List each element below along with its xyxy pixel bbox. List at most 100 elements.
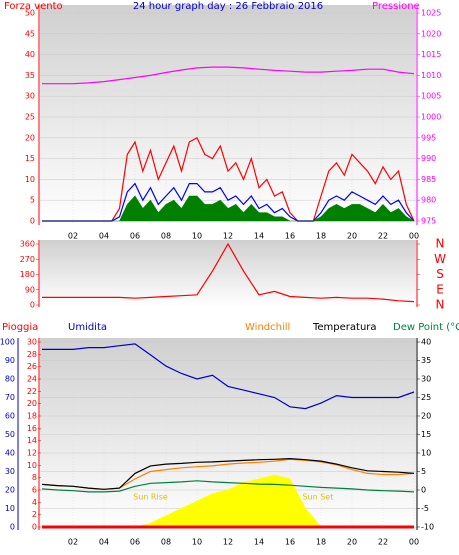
x-tick-label: 14 (254, 538, 264, 547)
y2-tick-label: 15 (421, 430, 431, 439)
y3-tick-label: 12 (27, 449, 37, 458)
y3-tick-label: 2 (32, 510, 37, 519)
line (42, 343, 415, 410)
y-tick-label: 30 (25, 92, 35, 101)
x-tick-label: 20 (347, 232, 357, 241)
y2-tick-label: E (436, 282, 444, 296)
annotation: Sun Set (302, 493, 333, 502)
x-tick-label: 16 (285, 232, 295, 241)
y-tick-label: 25 (25, 113, 35, 122)
y2-tick-label: 40 (421, 338, 431, 347)
y-tick-label: 0 (10, 523, 15, 532)
area (42, 195, 415, 222)
y-tick-label: 60 (5, 412, 15, 421)
y3-tick-label: 8 (32, 473, 37, 482)
y-tick-label: 20 (5, 486, 15, 495)
x-tick-label: 22 (378, 538, 388, 547)
x-tick-label: 14 (254, 232, 264, 241)
y-tick-label: 50 (5, 430, 15, 439)
y-tick-label: 70 (5, 393, 15, 402)
y2-tick-label: 10 (421, 449, 431, 458)
y-tick-label: 80 (5, 375, 15, 384)
y-tick-label: 90 (5, 356, 15, 365)
y3-tick-label: 22 (27, 387, 37, 396)
annotation: Sun Rise (133, 493, 168, 502)
y2-tick-label: 30 (421, 375, 431, 384)
y-tick-label: 0 (30, 217, 35, 226)
x-tick-label: 08 (161, 538, 171, 547)
x-tick-label: 04 (99, 538, 109, 547)
y-tick-label: 40 (25, 50, 35, 59)
y-tick-label: 35 (25, 71, 35, 80)
x-tick-label: 22 (378, 232, 388, 241)
y2-tick-label: N (436, 298, 445, 312)
y2-tick-label: W (434, 252, 446, 266)
legend-entry: Windchill (245, 322, 290, 333)
legend-entry: Temperatura (312, 322, 377, 333)
y3-tick-label: 28 (27, 350, 37, 359)
y-tick-label: 40 (5, 449, 15, 458)
x-tick-label: 18 (316, 232, 326, 241)
y-tick-label: 180 (20, 270, 35, 279)
legend-entry: Pioggia (2, 322, 38, 333)
y2-tick-label: S (436, 267, 444, 281)
y2-tick-label: 25 (421, 393, 431, 402)
y2-tick-label: 35 (421, 356, 431, 365)
y2-tick-label: 1010 (421, 71, 441, 80)
y3-tick-label: 10 (27, 461, 37, 470)
x-tick-label: 02 (68, 538, 78, 547)
x-tick-label: 00 (409, 232, 419, 241)
legend-entry: Dew Point (°C (393, 322, 459, 333)
x-tick-label: 06 (130, 232, 140, 241)
y2-axis-title: Pressione (372, 1, 420, 12)
x-tick-label: 18 (316, 538, 326, 547)
y2-tick-label: N (436, 237, 445, 251)
x-tick-label: 06 (130, 538, 140, 547)
y2-tick-label: 980 (421, 196, 436, 205)
y2-tick-label: -5 (421, 504, 429, 513)
y-axis-title: Forza vento (4, 1, 63, 12)
line (42, 242, 415, 303)
y3-tick-label: 20 (27, 399, 37, 408)
x-tick-label: 00 (409, 538, 419, 547)
y3-tick-label: 30 (27, 338, 37, 347)
y-tick-label: 20 (25, 133, 35, 142)
x-tick-label: 04 (99, 232, 109, 241)
y2-tick-label: 0 (421, 486, 426, 495)
y-tick-label: 90 (25, 285, 35, 294)
plot-background (40, 240, 416, 307)
y2-tick-label: 1015 (421, 50, 441, 59)
x-tick-label: 10 (192, 232, 202, 241)
y2-tick-label: 20 (421, 412, 431, 421)
y3-tick-label: 18 (27, 412, 37, 421)
x-tick-label: 12 (223, 232, 233, 241)
x-tick-label: 10 (192, 538, 202, 547)
x-tick-label: 08 (161, 232, 171, 241)
y3-tick-label: 14 (27, 436, 37, 445)
y3-tick-label: 24 (27, 375, 37, 384)
x-tick-label: 12 (223, 538, 233, 547)
y2-tick-label: 975 (421, 217, 436, 226)
y3-tick-label: 16 (27, 424, 37, 433)
y-tick-label: 100 (0, 338, 15, 347)
y2-tick-label: 985 (421, 175, 436, 184)
line (41, 480, 415, 493)
y-tick-label: 10 (25, 175, 35, 184)
y3-tick-label: 4 (32, 498, 37, 507)
y2-tick-label: 5 (421, 467, 426, 476)
y3-tick-label: 6 (32, 486, 37, 495)
y3-tick-label: 26 (27, 362, 37, 371)
y-tick-label: 50 (25, 9, 35, 18)
y2-tick-label: 1020 (421, 29, 441, 38)
y2-tick-label: -10 (421, 523, 434, 532)
y-tick-label: 270 (20, 255, 35, 264)
chart-title: 24 hour graph day : 26 Febbraio 2016 (133, 1, 323, 12)
x-tick-label: 16 (285, 538, 295, 547)
y-tick-label: 30 (5, 467, 15, 476)
y-tick-label: 15 (25, 154, 35, 163)
legend-entry: Umidita (68, 322, 107, 333)
y-tick-label: 5 (30, 196, 35, 205)
y-tick-label: 360 (20, 240, 35, 249)
y2-tick-label: 1005 (421, 92, 441, 101)
